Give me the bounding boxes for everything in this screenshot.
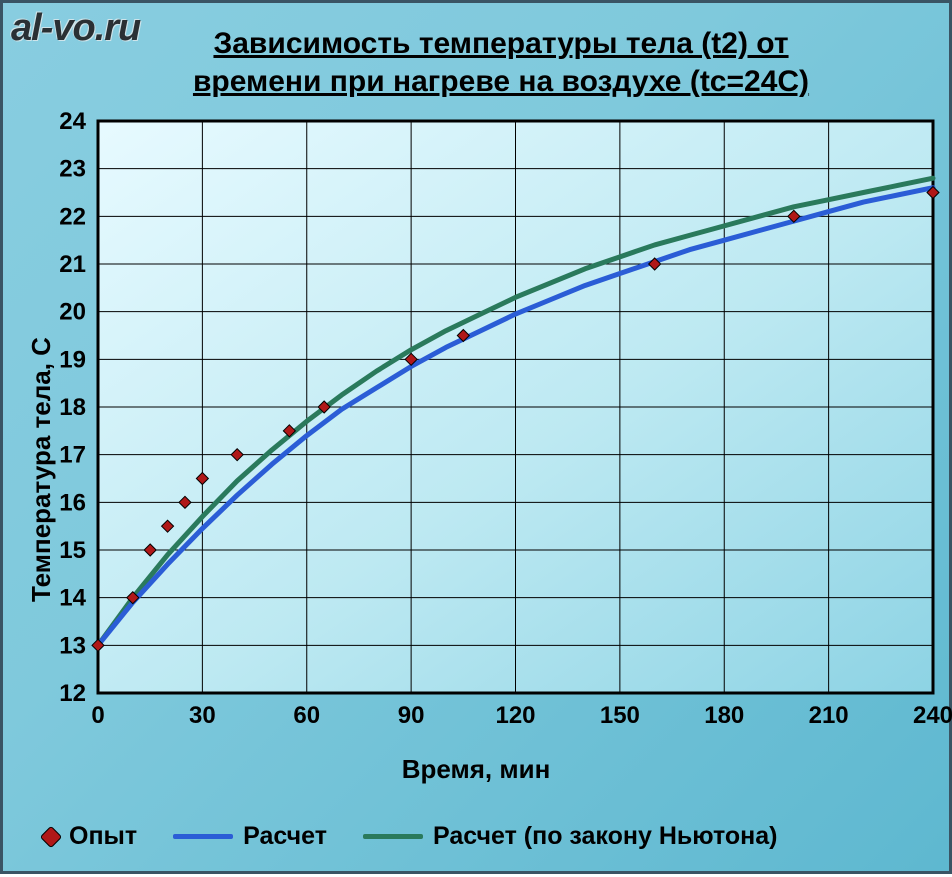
y-tick-label: 16 xyxy=(59,489,86,516)
legend-item-calc: Расчет xyxy=(173,822,327,851)
x-tick-label: 90 xyxy=(398,702,425,729)
y-tick-label: 17 xyxy=(59,442,86,469)
x-tick-label: 0 xyxy=(91,702,104,729)
y-tick-label: 18 xyxy=(59,394,86,421)
legend-label-experiment: Опыт xyxy=(69,822,137,851)
x-axis-label: Время, мин xyxy=(3,754,949,785)
y-tick-label: 24 xyxy=(59,108,86,135)
x-tick-label: 60 xyxy=(293,702,320,729)
chart-title: Зависимость температуры тела (t2) от вре… xyxy=(93,25,909,100)
y-tick-label: 15 xyxy=(59,537,86,564)
legend-marker-experiment xyxy=(40,825,63,848)
y-tick-label: 22 xyxy=(59,203,86,230)
x-tick-label: 120 xyxy=(495,702,535,729)
legend-label-calc: Расчет xyxy=(243,822,327,851)
y-tick-label: 19 xyxy=(59,346,86,373)
y-tick-label: 12 xyxy=(59,680,86,707)
chart-title-line1: Зависимость температуры тела (t2) от xyxy=(213,27,788,60)
y-axis-label-container: Температура тела, С xyxy=(21,218,61,721)
legend-item-experiment: Опыт xyxy=(43,822,137,851)
chart-title-line2: времени при нагреве на воздухе (tс=24С) xyxy=(193,65,809,98)
legend-label-newton: Расчет (по закону Ньютона) xyxy=(433,822,778,851)
x-tick-label: 180 xyxy=(704,702,744,729)
legend-item-newton: Расчет (по закону Ньютона) xyxy=(363,822,778,851)
chart-legend: Опыт Расчет Расчет (по закону Ньютона) xyxy=(43,822,929,851)
legend-line-newton xyxy=(363,834,423,839)
y-tick-label: 14 xyxy=(59,585,86,612)
x-tick-label: 30 xyxy=(189,702,216,729)
chart-area: 1213141516171819202122232403060901201501… xyxy=(3,103,949,871)
y-tick-label: 20 xyxy=(59,299,86,326)
chart-container: al-vo.ru Зависимость температуры тела (t… xyxy=(0,0,952,874)
legend-line-calc xyxy=(173,834,233,839)
x-tick-label: 210 xyxy=(809,702,849,729)
y-tick-label: 23 xyxy=(59,156,86,183)
y-axis-label: Температура тела, С xyxy=(26,337,57,602)
y-tick-label: 21 xyxy=(59,251,86,278)
y-tick-label: 13 xyxy=(59,632,86,659)
x-tick-label: 240 xyxy=(913,702,952,729)
x-tick-label: 150 xyxy=(600,702,640,729)
